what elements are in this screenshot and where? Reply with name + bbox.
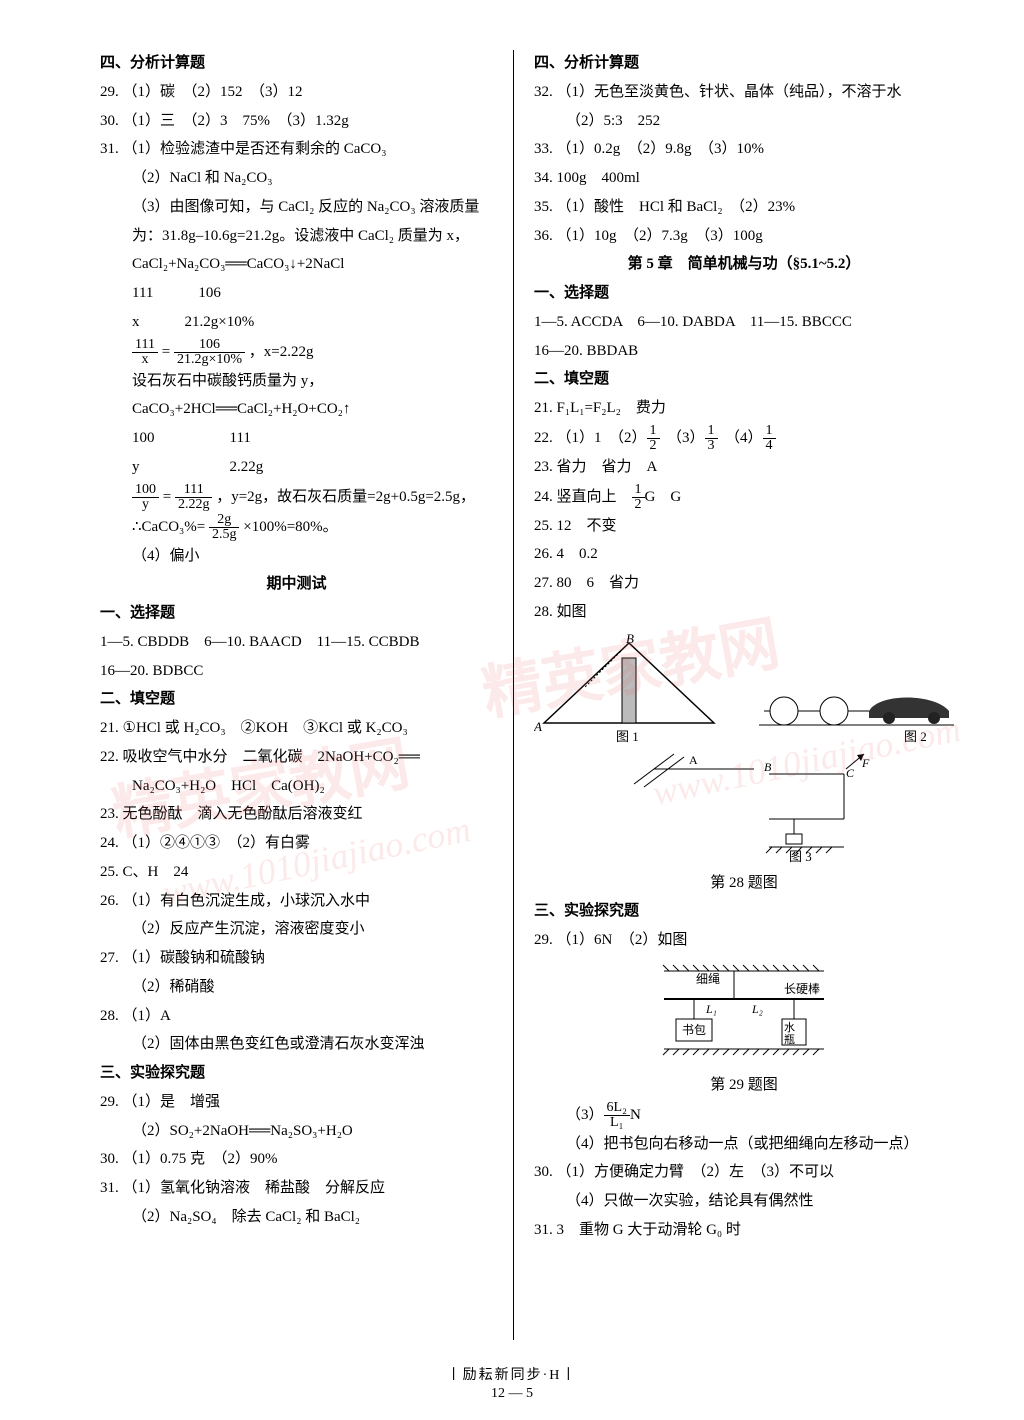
answer-item: （2）反应产生沉淀，溶液密度变小 [100,916,493,944]
answer-item: 30. （1）方便确定力臂 （2）左 （3）不可以 [534,1159,954,1187]
svg-text:图 1: 图 1 [616,729,639,743]
answer-item: （2）Na₂SO₄ 除去 CaCl₂ 和 BaCl₂ [100,1204,493,1232]
answer-item: 24. （1）②④①③ （2）有白雾 [100,830,493,858]
svg-text:图 3: 图 3 [789,849,812,864]
answer-item: 25. C、H 24 [100,859,493,887]
page-number: 12 — 5 [0,1386,1024,1402]
calc-row: 111 106 [100,280,493,308]
answer-item: 31. （1）氢氧化钠溶液 稀盐酸 分解反应 [100,1175,493,1203]
section-heading: 二、填空题 [100,686,493,714]
answer-item: 29. （1）是 增强 [100,1089,493,1117]
answer-item: 35. （1）酸性 HCl 和 BaCl₂ （2）23% [534,194,954,222]
calc-row: 111x = 10621.2g×10% ，x=2.22g [100,338,493,367]
calc-row: ∴CaCO₃%= 2g2.5g ×100%=80%。 [100,513,493,542]
svg-text:B: B [764,760,772,774]
answer-item: 16—20. BDBCC [100,658,493,686]
chem-equation: （2）SO₂+2NaOH══Na₂SO₃+H₂O [100,1118,493,1146]
answer-item: 1—5. CBDDB 6—10. BAACD 11—15. CCBDB [100,629,493,657]
answer-item: （4）把书包向右移动一点（或把细绳向左移动一点） [534,1131,954,1159]
svg-text:L₂: L₂ [751,1002,763,1016]
answer-item: 30. （1）三 （2）3 75% （3）1.32g [100,108,493,136]
svg-text:A: A [534,719,542,734]
answer-item: （2）固体由黑色变红色或澄清石灰水变浑浊 [100,1031,493,1059]
answer-item: 26. （1）有白色沉淀生成，小球沉入水中 [100,888,493,916]
answer-item: 28. （1）A [100,1003,493,1031]
answer-item: （3）6L₂L₁N [534,1101,954,1130]
answer-item: 28. 如图 [534,599,954,627]
answer-item: 24. 竖直向上 12G G [534,483,954,512]
figure-caption: 第 28 题图 [534,870,954,898]
fig-28-diagram-2: A B C F 图 3 [614,749,874,864]
answer-item: Na₂CO₃+H₂O HCl Ca(OH)₂ [100,773,493,801]
answer-item: 30. （1）0.75 克 （2）90% [100,1146,493,1174]
answer-item: 32. （1）无色至淡黄色、针状、晶体（纯品），不溶于水 [534,79,954,107]
left-column: 四、分析计算题 29. （1）碳 （2）152 （3）12 30. （1）三 （… [100,50,493,1340]
svg-text:B: B [626,633,634,646]
svg-text:F: F [861,756,870,770]
svg-text:书包: 书包 [682,1023,706,1037]
calc-row: y 2.22g [100,454,493,482]
section-heading: 三、实验探究题 [100,1060,493,1088]
answer-item: 23. 省力 省力 A [534,454,954,482]
answer-item: （2）稀硝酸 [100,974,493,1002]
section-heading: 三、实验探究题 [534,898,954,926]
page-content: 四、分析计算题 29. （1）碳 （2）152 （3）12 30. （1）三 （… [0,0,1024,1360]
answer-item: 23. 无色酚酞 滴入无色酚酞后溶液变红 [100,801,493,829]
chem-equation: CaCO₃+2HCl══CaCl₂+H₂O+CO₂↑ [100,396,493,424]
svg-text:细绳: 细绳 [696,972,720,986]
section-heading: 四、分析计算题 [534,50,954,78]
answer-item: 22. 吸收空气中水分 二氧化碳 2NaOH+CO₂══ [100,744,493,772]
answer-item: （4）偏小 [100,543,493,571]
answer-item: 33. （1）0.2g （2）9.8g （3）10% [534,136,954,164]
calc-row: 100y = 1112.22g ，y=2g，故石灰石质量=2g+0.5g=2.5… [100,483,493,512]
section-title: 期中测试 [100,571,493,599]
chem-equation: CaCl₂+Na₂CO₃══CaCO₃↓+2NaCl [100,251,493,279]
calc-row: 100 111 [100,425,493,453]
fig-29-diagram: 细绳 长硬棒 L₁ L₂ 书包 水 瓶 [634,961,854,1066]
page-footer: 丨励耘新同步·H丨 12 — 5 [0,1364,1024,1402]
svg-text:瓶: 瓶 [784,1032,795,1046]
answer-item: 27. （1）碳酸钠和硫酸钠 [100,945,493,973]
answer-item: 27. 80 6 省力 [534,570,954,598]
answer-item: 29. （1）6N （2）如图 [534,927,954,955]
answer-item: 26. 4 0.2 [534,541,954,569]
section-heading: 一、选择题 [100,600,493,628]
svg-text:L₁: L₁ [705,1002,717,1016]
answer-item: 16—20. BBDAB [534,338,954,366]
answer-item: 22. （1）1 （2）12 （3）13 （4）14 [534,424,954,453]
calc-row: x 21.2g×10% [100,309,493,337]
svg-text:图 2: 图 2 [904,729,927,743]
answer-item: 25. 12 不变 [534,513,954,541]
figure-caption: 第 29 题图 [534,1072,954,1100]
section-heading: 一、选择题 [534,280,954,308]
answer-item: 36. （1）10g （2）7.3g （3）100g [534,223,954,251]
svg-text:水: 水 [784,1021,795,1034]
answer-item: 21. F₁L₁=F₂L₂ 费力 [534,395,954,423]
answer-item: （2）NaCl 和 Na₂CO₃ [100,165,493,193]
section-title: 第 5 章 简单机械与功（§5.1~5.2） [534,251,954,279]
answer-item: （4）只做一次实验，结论具有偶然性 [534,1188,954,1216]
answer-item: 设石灰石中碳酸钙质量为 y， [100,368,493,396]
footer-title: 丨励耘新同步·H丨 [0,1364,1024,1384]
answer-item: 29. （1）碳 （2）152 （3）12 [100,79,493,107]
right-column: 四、分析计算题 32. （1）无色至淡黄色、针状、晶体（纯品），不溶于水 （2）… [534,50,954,1340]
answer-item: （3）由图像可知，与 CaCl₂ 反应的 Na₂CO₃ 溶液质量 [100,194,493,222]
answer-item: （2）5:3 252 [534,108,954,136]
answer-item: 31. （1）检验滤渣中是否还有剩余的 CaCO₃ [100,136,493,164]
section-heading: 二、填空题 [534,366,954,394]
answer-item: 21. ①HCl 或 H₂CO₃ ②KOH ③KCl 或 K₂CO₃ [100,715,493,743]
svg-text:长硬棒: 长硬棒 [784,982,820,996]
section-heading: 四、分析计算题 [100,50,493,78]
column-divider [513,50,514,1340]
answer-item: 1—5. ACCDA 6—10. DABDA 11—15. BBCCC [534,309,954,337]
answer-item: 34. 100g 400ml [534,165,954,193]
answer-item: 为：31.8g–10.6g=21.2g。设滤液中 CaCl₂ 质量为 x， [100,223,493,251]
answer-item: 31. 3 重物 G 大于动滑轮 G₀ 时 [534,1217,954,1245]
fig-28-diagram: B A 图 1 图 2 [534,633,954,743]
svg-text:A: A [689,753,698,767]
